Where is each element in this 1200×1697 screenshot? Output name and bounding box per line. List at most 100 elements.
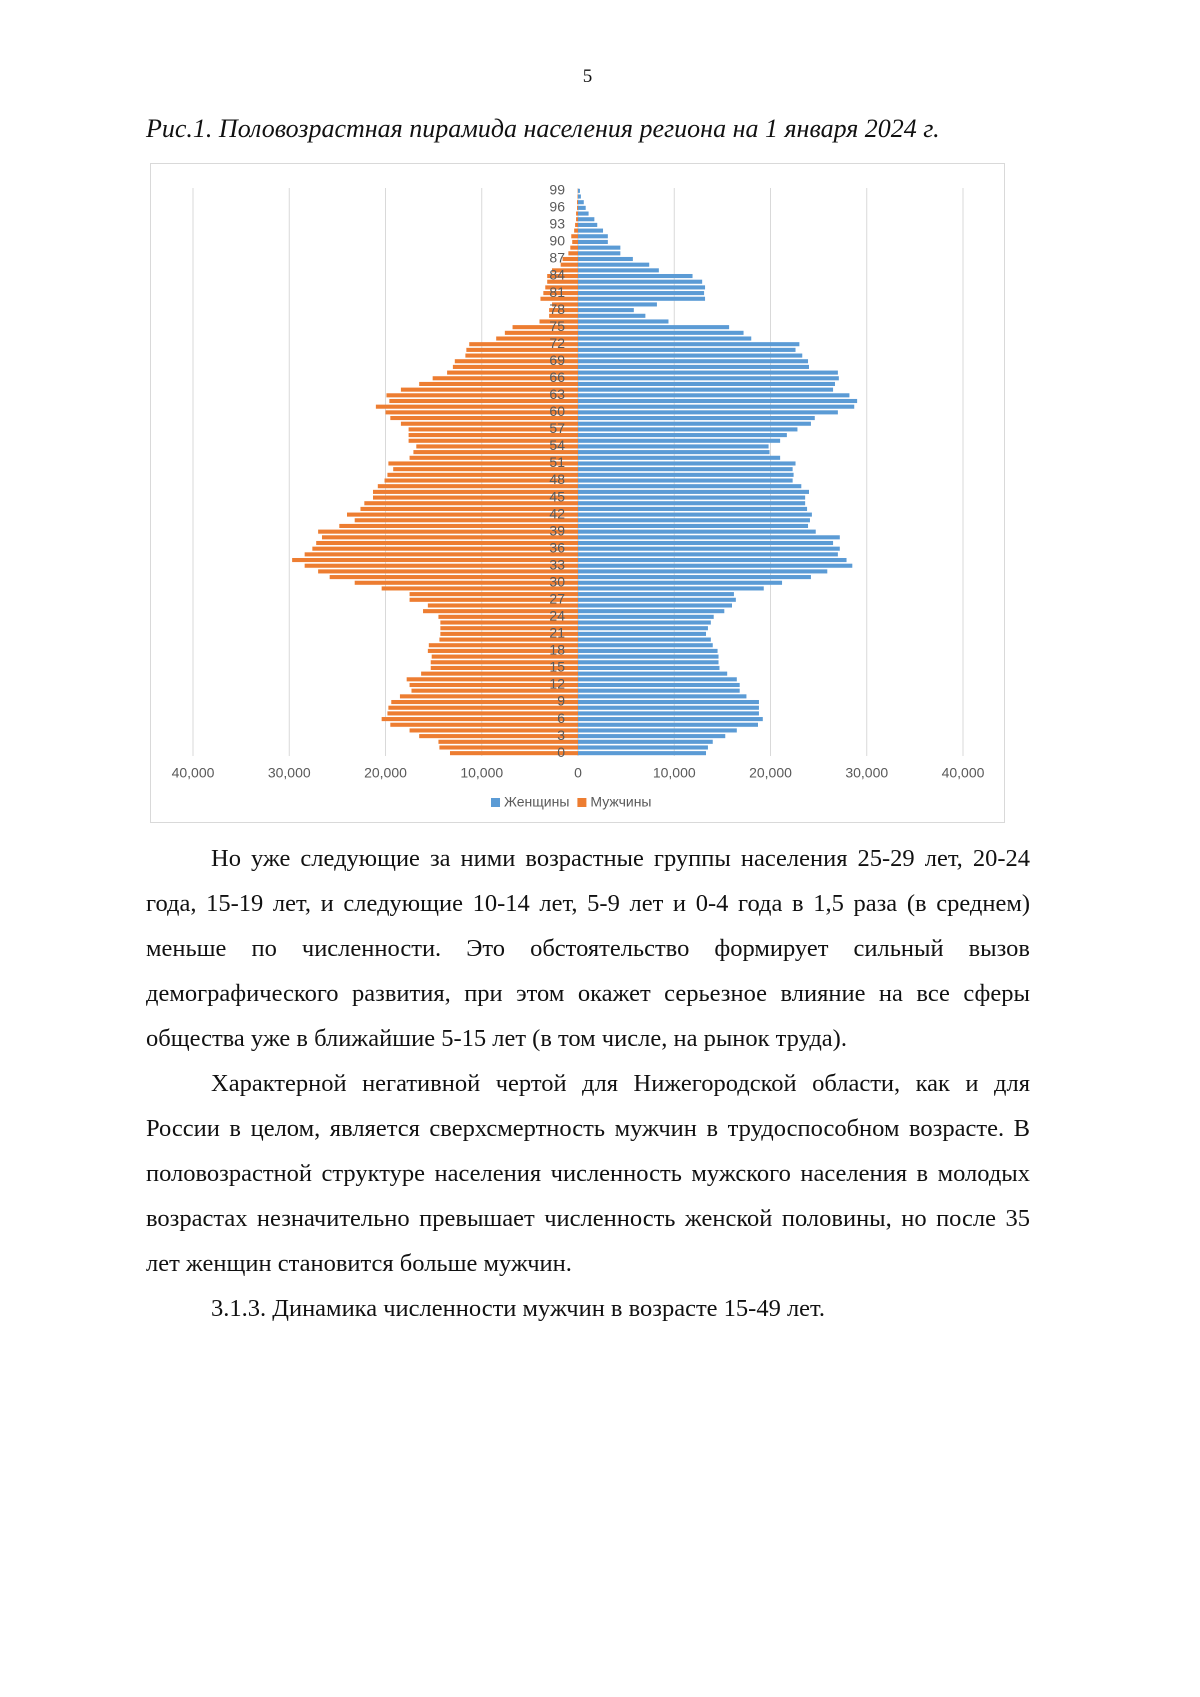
y-tick-label: 33 <box>549 556 565 572</box>
bar <box>578 648 718 653</box>
bar <box>408 427 578 432</box>
y-tick-label: 21 <box>549 625 565 641</box>
bar <box>578 694 747 699</box>
bar <box>578 376 839 381</box>
bar <box>578 393 850 398</box>
bar <box>578 614 714 619</box>
x-tick-label: 20,000 <box>364 765 407 781</box>
bar <box>578 461 796 466</box>
chart: 40,000 30,000 20,000 10,000 0 10,000 20,000 30,… <box>150 163 1005 823</box>
bar <box>329 575 578 580</box>
bar <box>578 501 806 506</box>
bar <box>385 410 578 415</box>
bar <box>339 523 578 529</box>
bar <box>578 228 604 233</box>
bar <box>578 234 608 239</box>
bar <box>384 478 578 483</box>
bar <box>496 336 578 341</box>
y-tick-label: 66 <box>549 369 565 385</box>
bar <box>578 330 744 335</box>
y-tick-label: 6 <box>557 710 565 726</box>
bar <box>409 592 578 597</box>
bar <box>304 563 578 568</box>
bar <box>416 444 578 449</box>
y-tick-label: 48 <box>549 471 565 487</box>
bar <box>318 569 578 574</box>
bar <box>578 415 815 421</box>
bar <box>578 586 764 591</box>
bar <box>578 734 726 739</box>
bar <box>387 711 578 716</box>
bar <box>386 393 578 398</box>
bar <box>578 484 802 489</box>
y-tick-label: 81 <box>549 284 565 300</box>
y-tick-label: 0 <box>557 744 565 760</box>
bar <box>578 563 853 568</box>
y-tick-label: 36 <box>549 539 565 555</box>
bar <box>409 597 578 602</box>
bar <box>547 273 578 279</box>
y-tick-label: 75 <box>549 318 565 334</box>
x-tick-label: 40,000 <box>172 765 215 781</box>
legend-label: Мужчины <box>590 794 651 810</box>
bar <box>465 353 578 358</box>
bar <box>578 256 633 262</box>
bar <box>578 705 759 710</box>
page-number: 5 <box>582 66 593 87</box>
y-tick-label: 87 <box>549 250 565 266</box>
bar <box>545 285 578 290</box>
y-tick-label: 27 <box>549 591 565 607</box>
bar <box>578 592 734 597</box>
bar <box>578 194 581 199</box>
bar <box>364 501 578 506</box>
bar <box>578 222 598 227</box>
bar <box>578 495 806 500</box>
bar <box>427 603 578 608</box>
bar <box>578 381 835 387</box>
legend-label: Женщины <box>504 794 569 810</box>
bar <box>438 739 578 744</box>
bar <box>568 251 578 256</box>
bar <box>578 643 713 648</box>
bar <box>578 671 728 676</box>
bar <box>578 308 634 313</box>
bar <box>578 342 800 347</box>
bar <box>577 205 578 210</box>
x-tick-label: 30,000 <box>268 765 311 781</box>
y-tick-label: 57 <box>549 420 565 436</box>
bar <box>388 705 578 710</box>
bar <box>372 489 578 494</box>
bar <box>578 580 783 585</box>
y-tick-label: 12 <box>549 676 565 692</box>
bar <box>447 370 578 375</box>
bar <box>574 228 578 233</box>
bar <box>419 381 578 387</box>
bar <box>419 734 578 739</box>
bar <box>321 535 578 540</box>
y-tick-label: 96 <box>549 199 565 215</box>
bar <box>292 557 578 563</box>
bar <box>562 256 578 262</box>
bar <box>578 751 707 756</box>
bar <box>578 677 737 682</box>
bar <box>578 398 858 404</box>
y-tick-label: 72 <box>549 335 565 351</box>
bar <box>576 211 578 216</box>
bar <box>578 438 781 443</box>
y-tick-label: 39 <box>549 522 565 538</box>
bar <box>578 427 798 432</box>
bar <box>388 461 578 466</box>
bar <box>578 370 838 375</box>
bar <box>552 302 578 307</box>
bar <box>360 506 578 511</box>
paragraph: Характерной негативной чертой для Нижего… <box>146 1070 1030 1277</box>
y-tick-label: 15 <box>549 659 565 675</box>
bar <box>578 433 787 438</box>
bar <box>377 484 578 489</box>
bar <box>406 677 578 682</box>
bar <box>578 285 706 290</box>
bar <box>578 296 706 301</box>
bar <box>578 472 794 477</box>
y-tick-label: 93 <box>549 216 565 232</box>
bar <box>549 308 578 313</box>
